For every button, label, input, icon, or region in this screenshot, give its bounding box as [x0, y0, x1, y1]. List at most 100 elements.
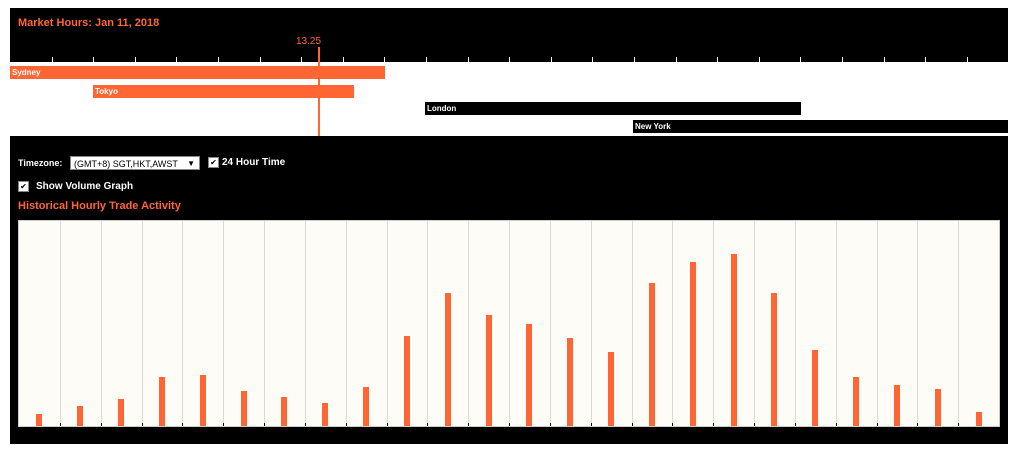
hour24-label: 24 Hour Time	[222, 157, 286, 168]
hour-tick	[342, 57, 344, 62]
chart-x-tick	[386, 423, 388, 426]
chart-x-tick	[754, 423, 755, 426]
chart-bar	[689, 262, 696, 426]
chart-gridline	[182, 221, 184, 426]
chart-bar	[485, 315, 492, 426]
hour-tick	[634, 57, 635, 62]
hour-tick	[550, 57, 552, 62]
hour-tick	[51, 57, 53, 62]
chart-gridline	[672, 221, 674, 426]
chart-gridline	[223, 221, 225, 426]
chart-bar	[853, 376, 860, 426]
chart-x-tick	[917, 423, 919, 426]
session-label-tokyo: Tokyo	[95, 87, 118, 96]
hour-tick	[467, 57, 469, 62]
chart-bar	[608, 352, 615, 426]
session-bar-london[interactable]: London	[425, 102, 801, 115]
chart-x-tick	[549, 423, 551, 426]
chart-bar	[77, 405, 84, 426]
chart-bar	[403, 335, 410, 426]
chart-x-tick	[713, 423, 715, 426]
hour-tick	[509, 57, 511, 62]
chart-x-tick	[427, 423, 429, 426]
chart-bar	[934, 389, 941, 426]
chart-gridline	[835, 221, 837, 426]
chart-bar	[812, 350, 819, 426]
chart-x-tick	[223, 423, 225, 426]
hour-tick	[966, 57, 968, 62]
timezone-select[interactable]: (GMT+8) SGT,HKT,AWST ▼	[70, 156, 200, 170]
session-label-london: London	[427, 104, 457, 113]
hour-tick	[218, 57, 219, 62]
current-time-label: 13.25	[296, 36, 322, 47]
chart-gridline	[794, 221, 796, 426]
chart-x-tick	[100, 423, 102, 426]
chart-x-tick	[304, 423, 306, 426]
hour-tick	[301, 57, 303, 62]
chart-x-tick	[264, 423, 265, 426]
chart-x-tick	[631, 423, 633, 426]
hour-tick	[800, 57, 802, 62]
chart-bar	[158, 376, 165, 426]
chart-gridline	[958, 221, 960, 426]
chart-gridline	[549, 221, 551, 426]
hour-tick	[925, 57, 927, 62]
chart-bar	[281, 397, 288, 426]
chart-x-tick	[876, 423, 878, 426]
hour-tick	[758, 57, 760, 62]
chart-x-tick	[509, 423, 510, 426]
chart-bar	[444, 292, 451, 426]
trade-activity-chart	[18, 220, 1000, 427]
hour-tick	[176, 57, 178, 62]
chart-bar	[199, 374, 206, 426]
chart-gridline	[713, 221, 715, 426]
chart-bar	[975, 411, 982, 426]
current-time-marker	[318, 47, 320, 136]
hour-tick	[93, 57, 95, 62]
chart-x-tick	[835, 423, 837, 426]
chart-x-tick	[141, 423, 143, 426]
session-bar-tokyo[interactable]: Tokyo	[93, 85, 354, 98]
chart-gridline	[141, 221, 143, 426]
chart-gridline	[386, 221, 388, 426]
chart-bar	[893, 385, 900, 426]
chart-gridline	[917, 221, 919, 426]
chart-bar	[567, 337, 574, 426]
session-label-sydney: Sydney	[12, 68, 41, 77]
chart-bar	[526, 323, 533, 426]
chart-x-tick	[958, 423, 960, 426]
chart-bar	[730, 253, 737, 426]
chart-gridline	[427, 221, 429, 426]
hour-tick	[675, 57, 677, 62]
chart-bar	[648, 282, 655, 426]
chart-title: Historical Hourly Trade Activity	[18, 200, 181, 212]
hour-tick	[259, 57, 261, 62]
timezone-value: (GMT+8) SGT,HKT,AWST	[74, 159, 178, 169]
chart-bar	[771, 292, 778, 426]
hour-tick	[883, 57, 885, 62]
chart-x-tick	[182, 423, 184, 426]
chevron-down-icon: ▼	[187, 159, 195, 168]
chart-bar	[240, 391, 247, 426]
controls-panel: Timezone: (GMT+8) SGT,HKT,AWST ▼ ✔ 24 Ho…	[10, 136, 1008, 444]
session-label-new-york: New York	[635, 122, 671, 131]
chart-gridline	[345, 221, 347, 426]
chart-gridline	[590, 221, 592, 426]
market-sessions: Sydney Tokyo London New York	[10, 62, 1008, 136]
timezone-label: Timezone:	[18, 158, 63, 168]
hour-tick	[134, 57, 136, 62]
hour24-checkbox[interactable]: ✔	[208, 157, 219, 168]
chart-gridline	[59, 221, 61, 426]
session-bar-new-york[interactable]: New York	[633, 120, 1008, 133]
chart-gridline	[754, 221, 755, 426]
chart-gridline	[631, 221, 633, 426]
hour-tick	[842, 57, 843, 62]
session-bar-sydney[interactable]: Sydney	[10, 66, 385, 79]
market-hours-header: Market Hours: Jan 11, 2018 13.25	[10, 8, 1010, 62]
volume-graph-checkbox[interactable]: ✔	[18, 181, 29, 192]
hour-tick	[384, 57, 386, 62]
page-title: Market Hours: Jan 11, 2018	[18, 17, 160, 29]
chart-x-tick	[345, 423, 347, 426]
chart-gridline	[468, 221, 470, 426]
chart-x-tick	[468, 423, 470, 426]
